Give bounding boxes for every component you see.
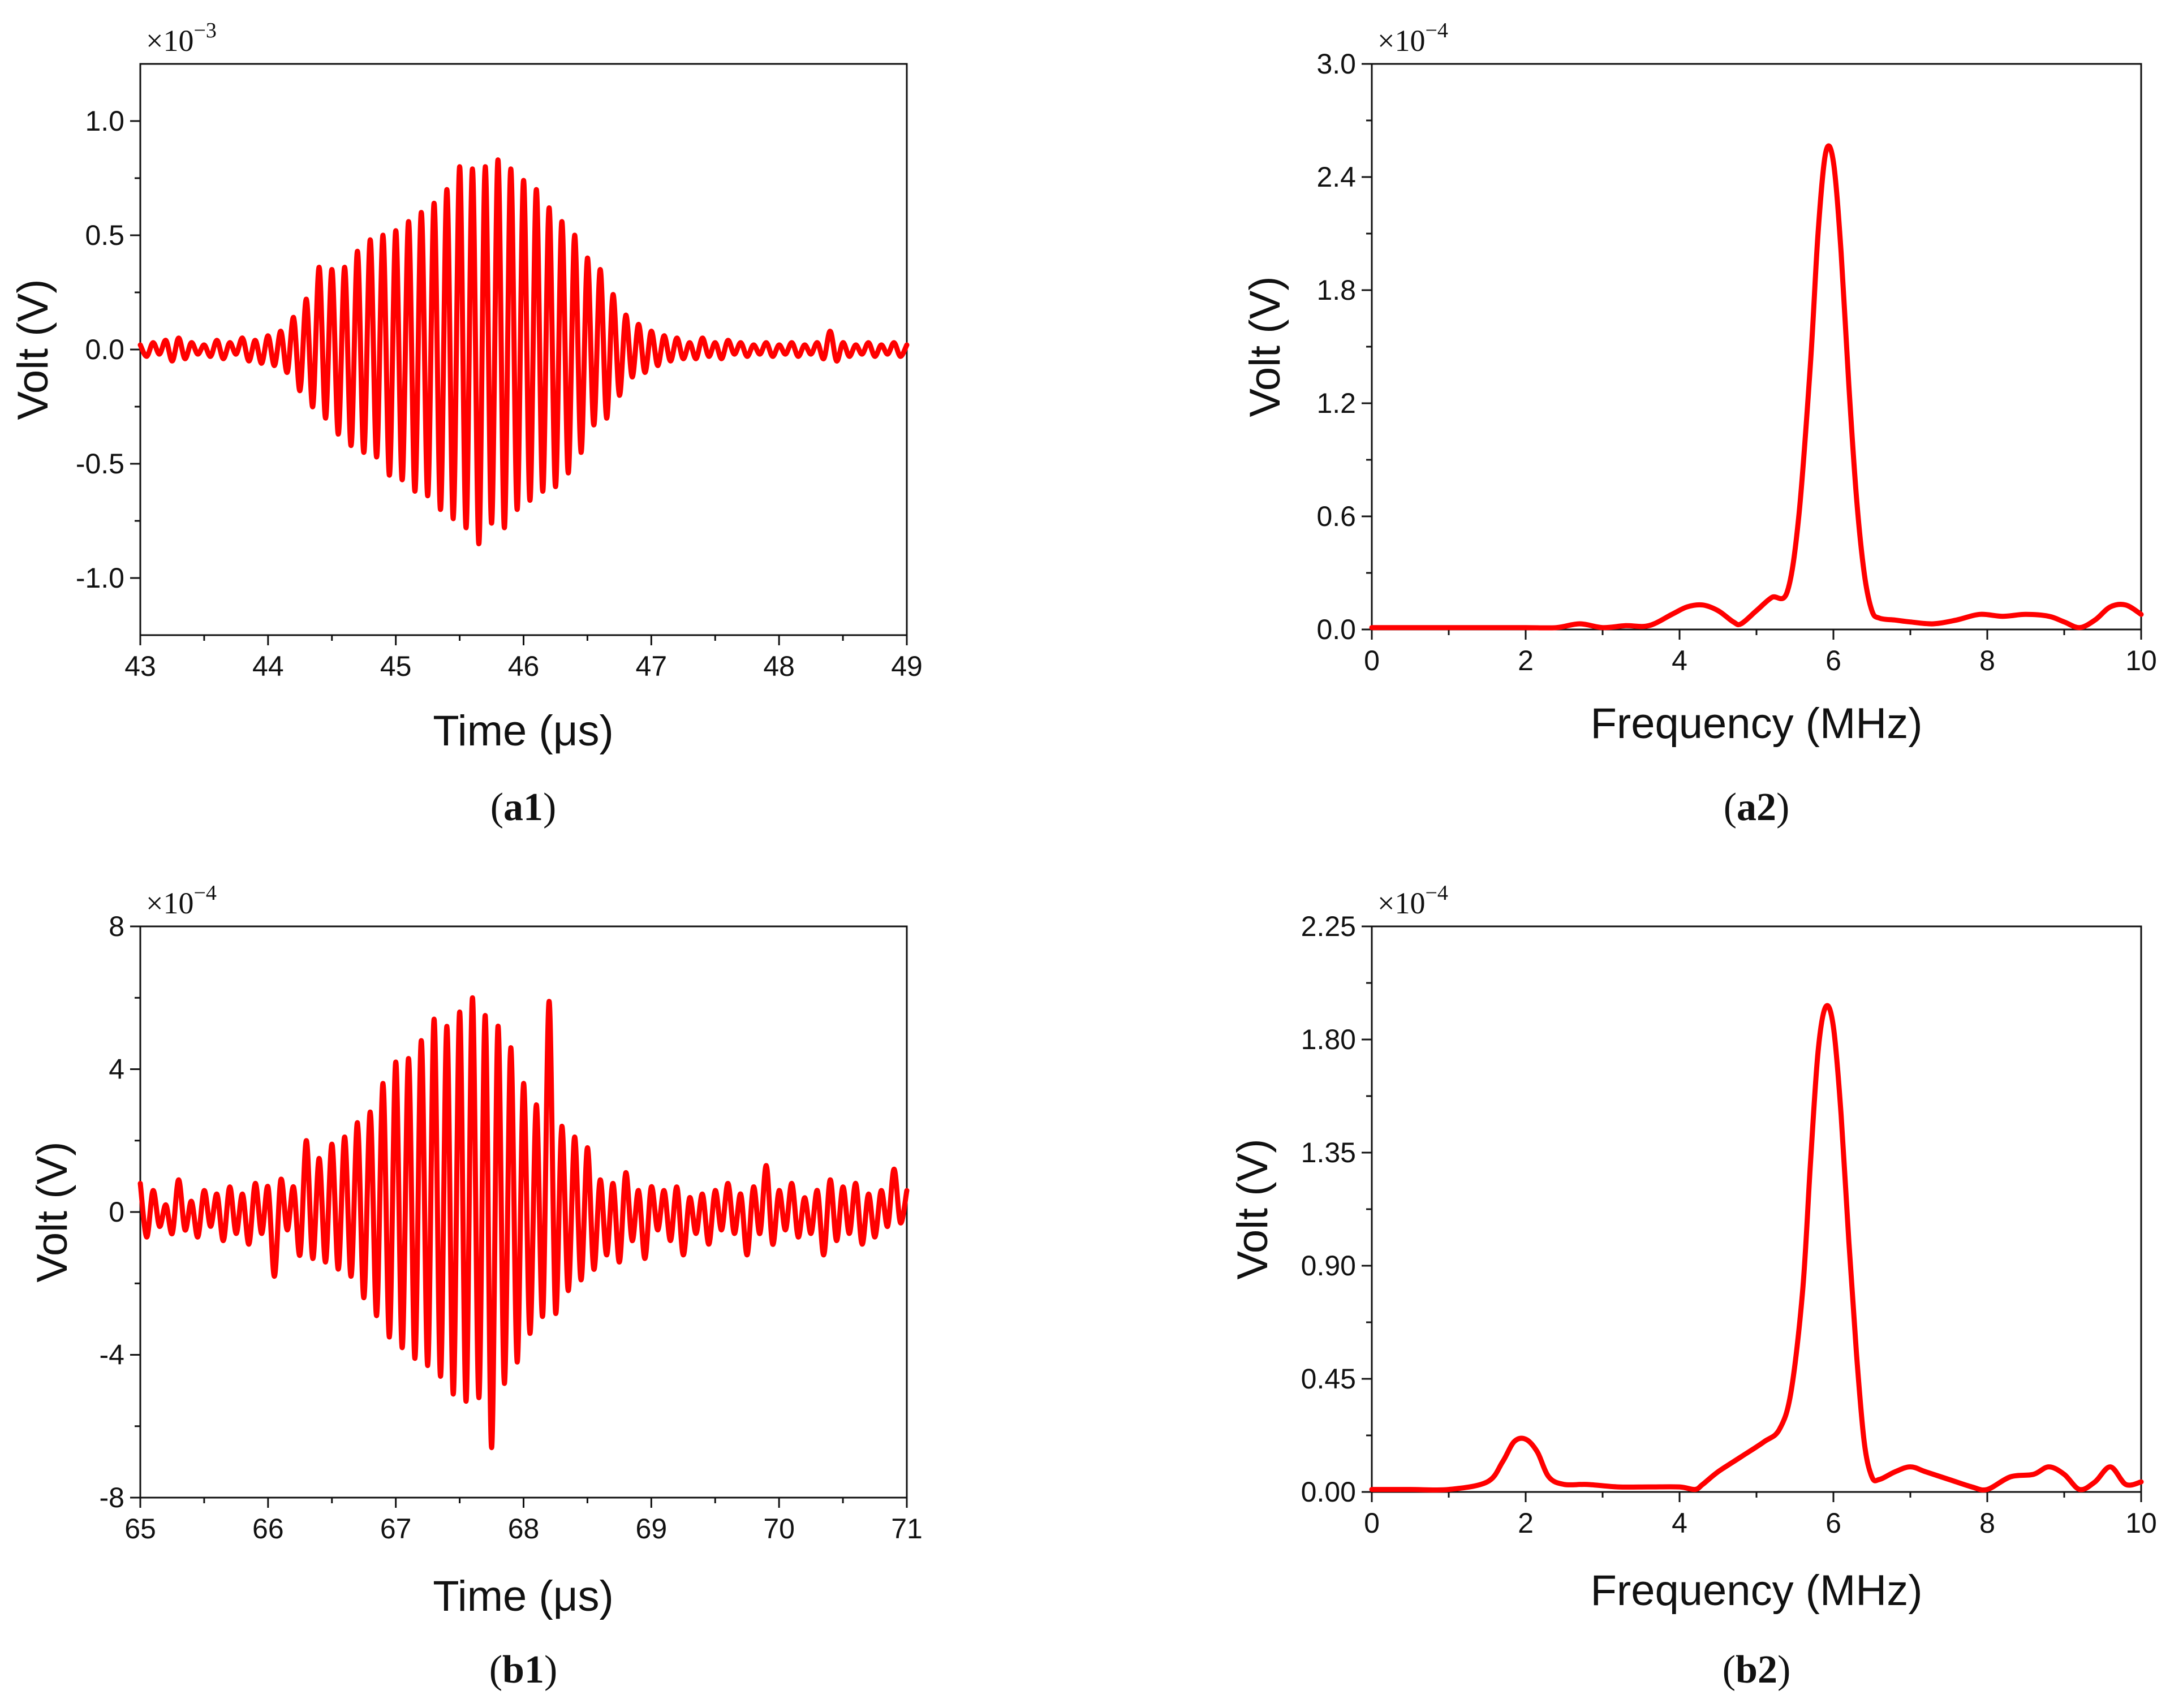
y-multiplier: ×10−4 bbox=[146, 881, 217, 920]
x-tick-label: 6 bbox=[1825, 1507, 1841, 1539]
y-tick-label: 0.90 bbox=[1301, 1250, 1356, 1282]
x-tick-labels: 0 2 4 6 8 10 bbox=[1364, 645, 2157, 676]
panel-b2: 0 2 4 6 8 10 2.25 1.80 1.35 0.90 0.45 0.00 ×10−4 F… bbox=[1229, 881, 2157, 1692]
x-axis-title: Frequency (MHz) bbox=[1591, 700, 1923, 748]
y-tick-label: 1.35 bbox=[1301, 1137, 1356, 1168]
y-axis-title: Volt (V) bbox=[1241, 276, 1289, 417]
x-tick-label: 48 bbox=[763, 650, 795, 682]
y-tick-label: -4 bbox=[100, 1339, 124, 1371]
x-tick-label: 43 bbox=[124, 650, 156, 682]
spectrum-line bbox=[1369, 1003, 2144, 1493]
x-tick-label: 65 bbox=[124, 1513, 156, 1545]
panel-caption: (b1) bbox=[489, 1648, 558, 1692]
y-multiplier: ×10−4 bbox=[1377, 881, 1448, 920]
x-tick-label: 49 bbox=[891, 650, 923, 682]
y-tick-label: 0.0 bbox=[1316, 614, 1356, 645]
y-tick-label: 0.6 bbox=[1316, 501, 1356, 532]
x-tick-labels: 65 66 67 68 69 70 71 bbox=[124, 1513, 923, 1545]
panel-caption: (a1) bbox=[490, 786, 557, 829]
y-tick-labels: 1.0 0.5 0.0 -0.5 -1.0 bbox=[76, 105, 124, 594]
x-tick-label: 6 bbox=[1825, 645, 1841, 676]
y-axis-title: Volt (V) bbox=[1229, 1138, 1277, 1279]
panel-a1: 43 44 45 46 47 48 49 1.0 0.5 0.0 -0.5 -1.0 ×10−3 T… bbox=[9, 19, 923, 829]
y-tick-labels: 2.25 1.80 1.35 0.90 0.45 0.00 bbox=[1301, 911, 1356, 1508]
x-tick-label: 10 bbox=[2125, 645, 2157, 676]
x-tick-label: 10 bbox=[2125, 1507, 2157, 1539]
y-tick-labels: 3.0 2.4 1.8 1.2 0.6 0.0 bbox=[1316, 48, 1356, 645]
panel-caption: (a2) bbox=[1724, 786, 1790, 829]
x-tick-label: 47 bbox=[636, 650, 668, 682]
y-tick-label: 8 bbox=[109, 911, 124, 942]
x-tick-label: 46 bbox=[508, 650, 540, 682]
y-tick-label: 2.4 bbox=[1316, 161, 1356, 193]
y-tick-label: 4 bbox=[109, 1054, 124, 1085]
x-axis-title: Frequency (MHz) bbox=[1591, 1567, 1923, 1615]
axis-ticks bbox=[130, 925, 908, 1508]
x-tick-label: 8 bbox=[1979, 645, 1995, 676]
y-tick-label: 1.8 bbox=[1316, 274, 1356, 306]
y-tick-label: 0 bbox=[109, 1196, 124, 1228]
y-axis-title: Volt (V) bbox=[28, 1141, 76, 1282]
x-tick-label: 67 bbox=[380, 1513, 412, 1545]
x-tick-label: 0 bbox=[1364, 1507, 1380, 1539]
y-tick-label: 1.2 bbox=[1316, 387, 1356, 419]
y-tick-label: 3.0 bbox=[1316, 48, 1356, 80]
waveform-line bbox=[137, 995, 910, 1451]
spectrum-line bbox=[1369, 143, 2144, 631]
x-axis-title: Time (μs) bbox=[433, 707, 614, 755]
y-multiplier: ×10−3 bbox=[146, 19, 217, 58]
x-tick-label: 68 bbox=[508, 1513, 540, 1545]
x-tick-label: 4 bbox=[1672, 1507, 1687, 1539]
x-axis-title: Time (μs) bbox=[433, 1572, 614, 1620]
y-tick-label: 0.0 bbox=[85, 334, 124, 365]
x-tick-labels: 0 2 4 6 8 10 bbox=[1364, 1507, 2157, 1539]
panel-a2: 0 2 4 6 8 10 3.0 2.4 1.8 1.2 0.6 0.0 ×10−4 Frequen… bbox=[1241, 19, 2157, 829]
x-tick-labels: 43 44 45 46 47 48 49 bbox=[124, 650, 923, 682]
y-multiplier: ×10−4 bbox=[1377, 19, 1448, 58]
panel-b1: 65 66 67 68 69 70 71 8 4 0 -4 -8 ×10−4 Time (μs) V… bbox=[28, 881, 923, 1692]
y-tick-label: 0.45 bbox=[1301, 1363, 1356, 1395]
x-tick-label: 69 bbox=[636, 1513, 668, 1545]
axis-ticks bbox=[1362, 63, 2142, 640]
y-tick-labels: 8 4 0 -4 -8 bbox=[100, 911, 124, 1513]
x-tick-label: 2 bbox=[1518, 645, 1534, 676]
waveform-line bbox=[137, 157, 910, 546]
y-tick-label: 2.25 bbox=[1301, 911, 1356, 942]
x-tick-label: 70 bbox=[763, 1513, 795, 1545]
x-tick-label: 66 bbox=[252, 1513, 284, 1545]
y-tick-label: 1.0 bbox=[85, 105, 124, 137]
x-tick-label: 2 bbox=[1518, 1507, 1534, 1539]
y-tick-label: 0.00 bbox=[1301, 1476, 1356, 1508]
x-tick-label: 71 bbox=[891, 1513, 923, 1545]
y-tick-label: -0.5 bbox=[76, 448, 124, 480]
x-tick-label: 44 bbox=[252, 650, 284, 682]
y-axis-title: Volt (V) bbox=[9, 279, 57, 420]
axis-ticks bbox=[1362, 925, 2142, 1502]
y-tick-label: 0.5 bbox=[85, 219, 124, 251]
y-tick-label: 1.80 bbox=[1301, 1024, 1356, 1055]
x-tick-label: 0 bbox=[1364, 645, 1380, 676]
x-tick-label: 4 bbox=[1672, 645, 1687, 676]
panel-caption: (b2) bbox=[1723, 1648, 1791, 1692]
x-tick-label: 45 bbox=[380, 650, 412, 682]
x-tick-label: 8 bbox=[1979, 1507, 1995, 1539]
y-tick-label: -8 bbox=[100, 1482, 124, 1513]
axis-ticks bbox=[130, 120, 908, 645]
y-tick-label: -1.0 bbox=[76, 562, 124, 594]
